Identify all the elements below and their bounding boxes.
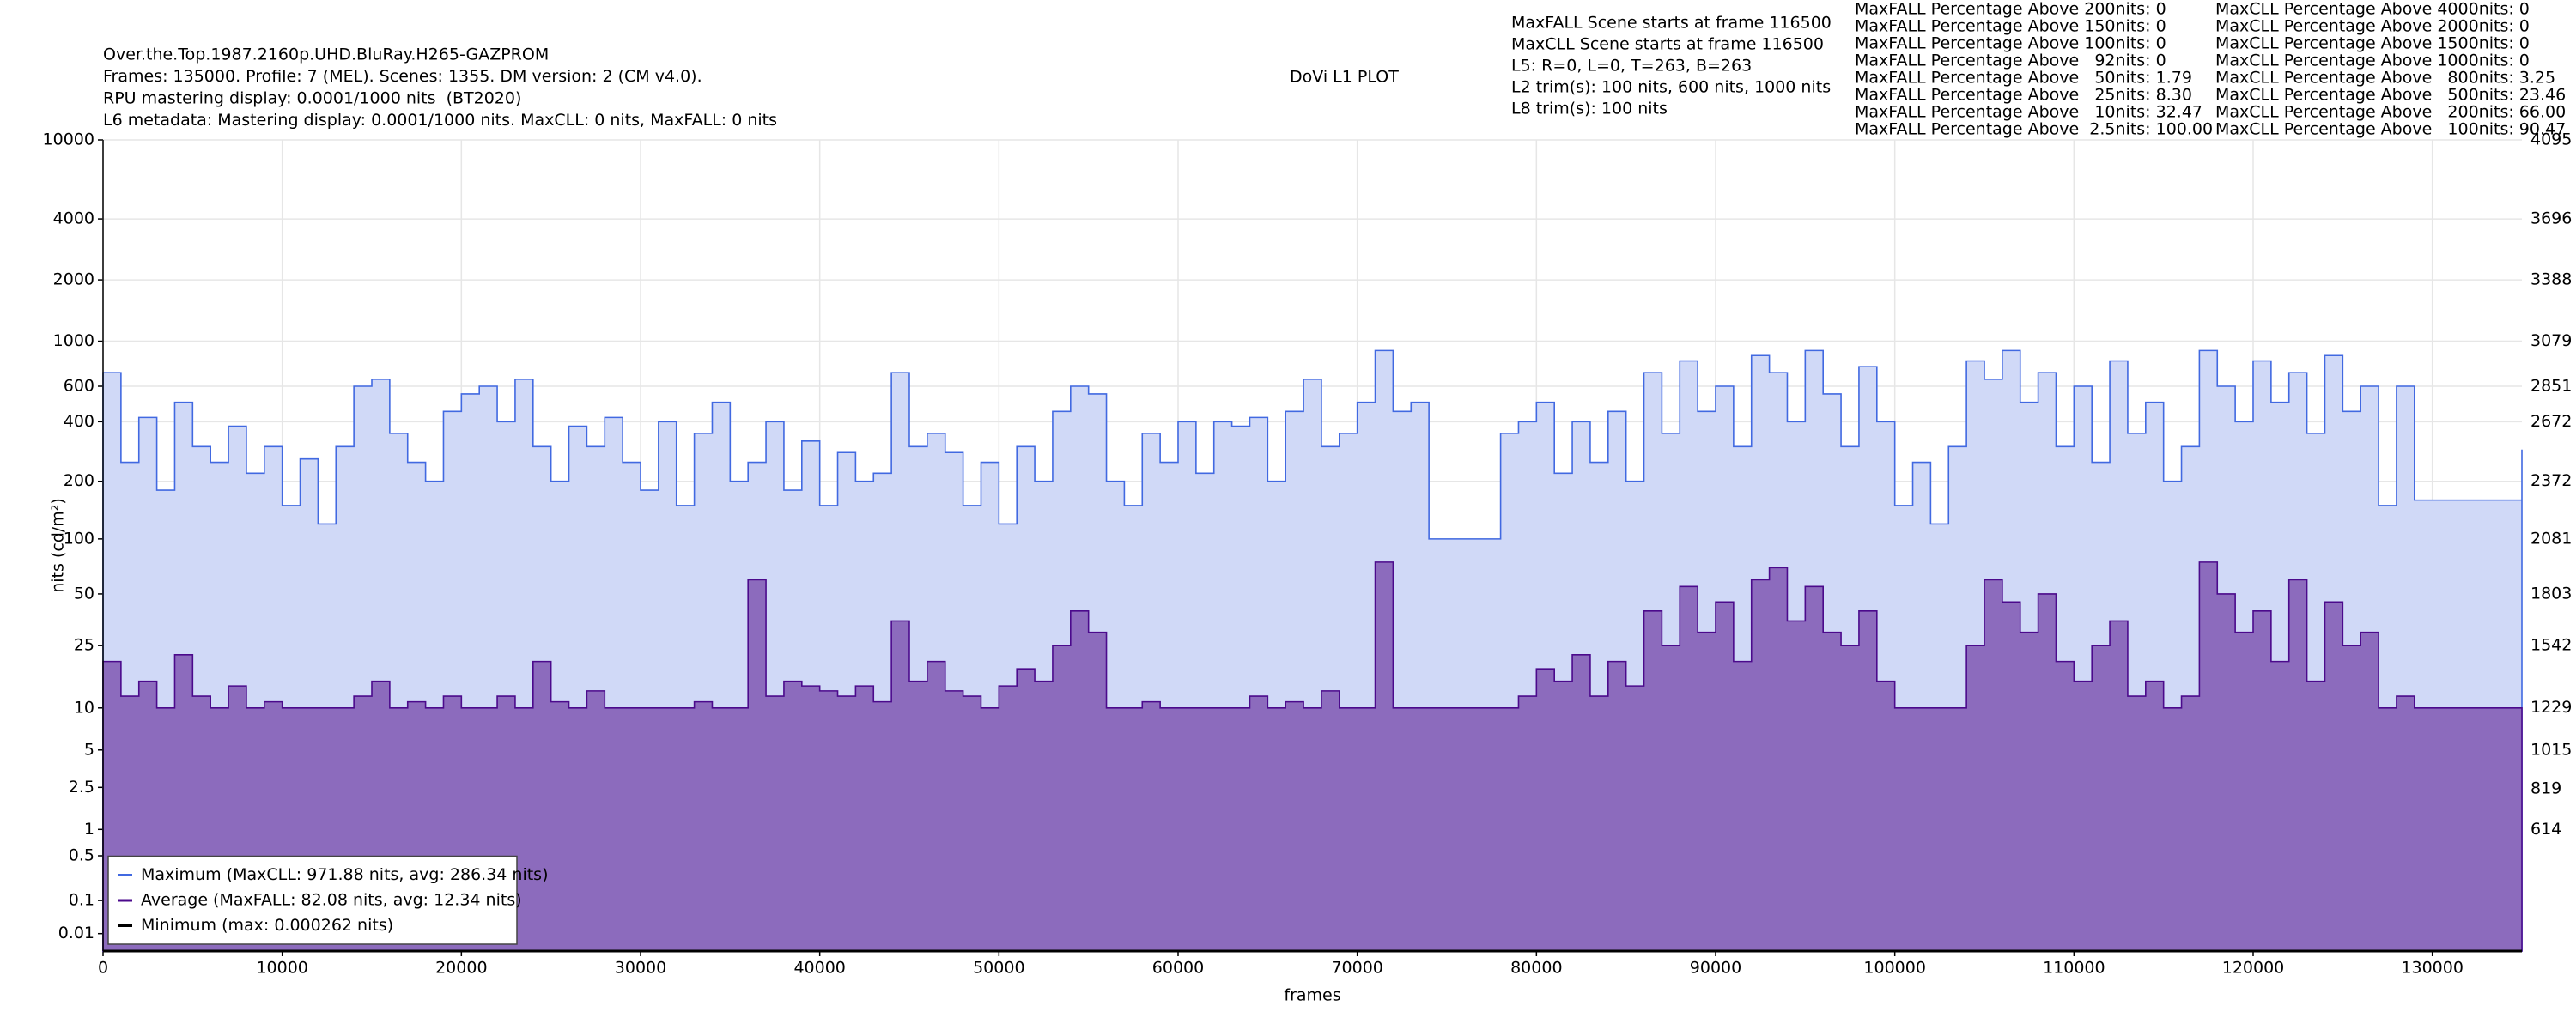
x-tick-label: 100000 bbox=[1863, 959, 1926, 978]
legend-label: Maximum (MaxCLL: 971.88 nits, avg: 286.3… bbox=[141, 865, 549, 884]
stat-line: MaxCLL Percentage Above 1500nits: 0 bbox=[2215, 34, 2530, 53]
legend-box bbox=[107, 855, 518, 945]
y-tick-label: 0.01 bbox=[58, 924, 94, 942]
stat-line: MaxFALL Percentage Above 92nits: 0 bbox=[1855, 52, 2166, 70]
x-tick-label: 10000 bbox=[256, 959, 307, 978]
y2-tick-label: 3388 bbox=[2530, 270, 2572, 289]
x-tick-label: 50000 bbox=[973, 959, 1024, 978]
x-axis-label: frames bbox=[1284, 986, 1340, 1005]
y-tick-label: 2.5 bbox=[69, 778, 94, 797]
y-tick-label: 0.5 bbox=[69, 846, 94, 865]
stat-line: MaxCLL Percentage Above 500nits: 23.46 bbox=[2215, 86, 2566, 105]
x-tick-label: 20000 bbox=[435, 959, 487, 978]
y2-tick-label: 1803 bbox=[2530, 584, 2572, 603]
chart-title: DoVi L1 PLOT bbox=[1290, 68, 1399, 87]
stat-line: MaxFALL Percentage Above 25nits: 8.30 bbox=[1855, 86, 2192, 105]
header-line: Frames: 135000. Profile: 7 (MEL). Scenes… bbox=[103, 67, 702, 86]
x-tick-label: 30000 bbox=[615, 959, 666, 978]
x-tick-label: 90000 bbox=[1690, 959, 1741, 978]
y2-tick-label: 2081 bbox=[2530, 529, 2572, 548]
legend-label: Average (MaxFALL: 82.08 nits, avg: 12.34… bbox=[141, 891, 522, 910]
y2-tick-label: 1229 bbox=[2530, 698, 2572, 717]
header-line: Over.the.Top.1987.2160p.UHD.BluRay.H265-… bbox=[103, 45, 549, 64]
header-line: RPU mastering display: 0.0001/1000 nits … bbox=[103, 89, 521, 108]
x-tick-label: 0 bbox=[98, 959, 108, 978]
stat-line: MaxCLL Percentage Above 200nits: 66.00 bbox=[2215, 103, 2566, 122]
x-tick-label: 80000 bbox=[1510, 959, 1562, 978]
x-tick-label: 130000 bbox=[2401, 959, 2464, 978]
stat-line: MaxFALL Percentage Above 150nits: 0 bbox=[1855, 17, 2166, 36]
y-tick-label: 2000 bbox=[53, 270, 94, 289]
stat-line: MaxFALL Percentage Above 100nits: 0 bbox=[1855, 34, 2166, 53]
x-tick-label: 120000 bbox=[2222, 959, 2285, 978]
y2-tick-label: 3079 bbox=[2530, 331, 2572, 350]
stat-line: MaxCLL Percentage Above 100nits: 90.47 bbox=[2215, 120, 2566, 139]
y2-tick-label: 3696 bbox=[2530, 209, 2572, 228]
info-line: MaxFALL Scene starts at frame 116500 bbox=[1511, 14, 1832, 33]
y2-tick-label: 1015 bbox=[2530, 740, 2572, 759]
y-tick-label: 600 bbox=[64, 377, 94, 396]
y2-tick-label: 1542 bbox=[2530, 636, 2572, 655]
info-line: L8 trim(s): 100 nits bbox=[1511, 100, 1668, 118]
x-tick-label: 40000 bbox=[793, 959, 845, 978]
stat-line: MaxFALL Percentage Above 10nits: 32.47 bbox=[1855, 103, 2202, 122]
y-tick-label: 400 bbox=[64, 412, 94, 431]
stat-line: MaxCLL Percentage Above 800nits: 3.25 bbox=[2215, 69, 2555, 88]
y-axis-label: nits (cd/m²) bbox=[49, 498, 68, 593]
x-tick-label: 70000 bbox=[1331, 959, 1382, 978]
stat-line: MaxCLL Percentage Above 4000nits: 0 bbox=[2215, 0, 2530, 19]
y-tick-label: 4000 bbox=[53, 209, 94, 228]
stat-line: MaxCLL Percentage Above 2000nits: 0 bbox=[2215, 17, 2530, 36]
y-tick-label: 1 bbox=[84, 820, 94, 839]
y2-tick-label: 2372 bbox=[2530, 471, 2572, 490]
stat-line: MaxCLL Percentage Above 1000nits: 0 bbox=[2215, 52, 2530, 70]
y2-tick-label: 819 bbox=[2530, 779, 2561, 798]
y2-tick-label: 2672 bbox=[2530, 412, 2572, 431]
legend-label: Minimum (max: 0.000262 nits) bbox=[141, 916, 393, 935]
stat-line: MaxFALL Percentage Above 50nits: 1.79 bbox=[1855, 69, 2192, 88]
info-line: L5: R=0, L=0, T=263, B=263 bbox=[1511, 57, 1752, 76]
y-tick-label: 1000 bbox=[53, 331, 94, 350]
y-tick-label: 25 bbox=[74, 636, 94, 655]
y-tick-label: 50 bbox=[74, 584, 94, 603]
y-tick-label: 0.1 bbox=[69, 891, 94, 910]
stat-line: MaxFALL Percentage Above 2.5nits: 100.00 bbox=[1855, 120, 2213, 139]
series-area bbox=[102, 561, 2523, 952]
y-tick-label: 100 bbox=[64, 529, 94, 548]
info-line: L2 trim(s): 100 nits, 600 nits, 1000 nit… bbox=[1511, 78, 1831, 97]
header-line: L6 metadata: Mastering display: 0.0001/1… bbox=[103, 111, 777, 130]
y2-tick-label: 614 bbox=[2530, 820, 2561, 839]
stat-line: MaxFALL Percentage Above 200nits: 0 bbox=[1855, 0, 2166, 19]
y-tick-label: 10000 bbox=[43, 130, 94, 149]
y-tick-label: 5 bbox=[84, 740, 94, 759]
y2-tick-label: 2851 bbox=[2530, 377, 2572, 396]
y2-tick-label: 4095 bbox=[2530, 130, 2572, 149]
legend: Maximum (MaxCLL: 971.88 nits, avg: 286.3… bbox=[107, 855, 549, 945]
info-line: MaxCLL Scene starts at frame 116500 bbox=[1511, 35, 1824, 54]
y-tick-label: 10 bbox=[74, 698, 94, 717]
x-tick-label: 60000 bbox=[1152, 959, 1204, 978]
x-tick-label: 110000 bbox=[2043, 959, 2105, 978]
y-tick-label: 200 bbox=[64, 471, 94, 490]
